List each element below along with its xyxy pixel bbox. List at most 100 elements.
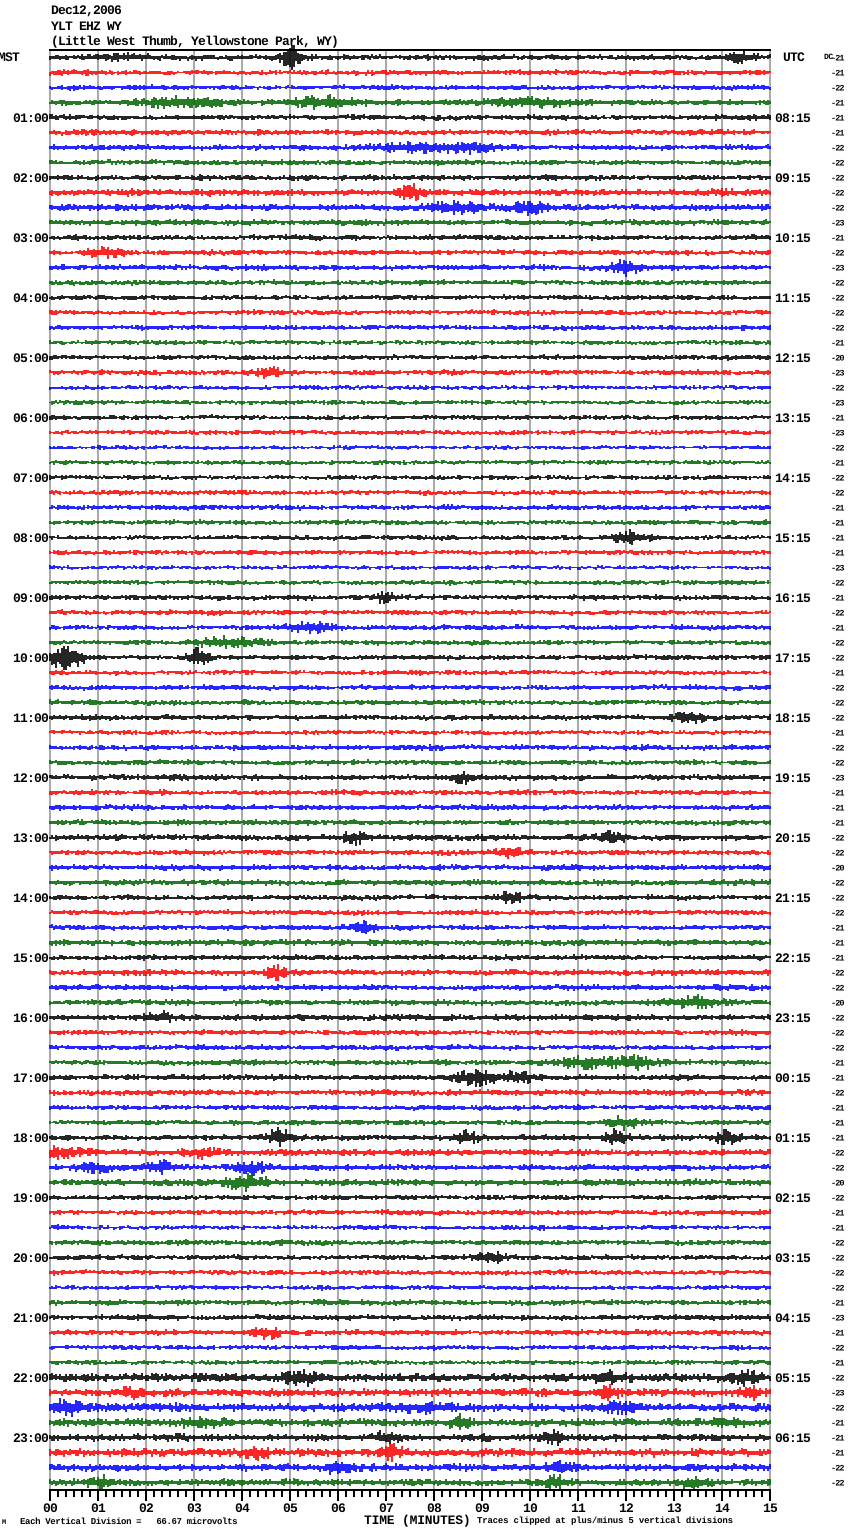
svg-text:-22: -22: [831, 204, 844, 214]
svg-text:-21: -21: [831, 114, 844, 124]
svg-text:03:15: 03:15: [775, 1251, 811, 1266]
svg-text:08:00: 08:00: [13, 531, 49, 546]
svg-text:-21: -21: [831, 99, 844, 109]
svg-text:09:00: 09:00: [13, 591, 49, 606]
svg-text:-21: -21: [831, 1434, 844, 1444]
svg-text:-21: -21: [831, 69, 844, 79]
svg-text:14:15: 14:15: [775, 471, 811, 486]
svg-text:-22: -22: [831, 1404, 844, 1414]
svg-text:Dec12,2006: Dec12,2006: [51, 3, 122, 18]
svg-text:-23: -23: [831, 369, 844, 379]
svg-text:-23: -23: [831, 564, 844, 574]
svg-text:-22: -22: [831, 609, 844, 619]
svg-text:14:00: 14:00: [13, 891, 49, 906]
svg-text:-21: -21: [831, 669, 844, 679]
svg-text:-22: -22: [831, 654, 844, 664]
svg-text:06:00: 06:00: [13, 411, 49, 426]
svg-text:-22: -22: [831, 294, 844, 304]
svg-text:-22: -22: [831, 444, 844, 454]
svg-text:-21: -21: [831, 519, 844, 529]
svg-text:07: 07: [379, 1501, 393, 1516]
svg-text:12: 12: [619, 1501, 634, 1516]
svg-text:-22: -22: [831, 834, 844, 844]
svg-text:19:00: 19:00: [13, 1191, 49, 1206]
svg-text:-22: -22: [831, 1014, 844, 1024]
svg-text:-22: -22: [831, 159, 844, 169]
svg-text:-22: -22: [831, 1149, 844, 1159]
svg-text:-22: -22: [831, 1344, 844, 1354]
svg-text:-22: -22: [831, 1239, 844, 1249]
svg-text:04: 04: [235, 1501, 250, 1516]
svg-text:03:00: 03:00: [13, 231, 49, 246]
svg-text:-21: -21: [831, 939, 844, 949]
svg-text:-21: -21: [831, 954, 844, 964]
svg-text:04:00: 04:00: [13, 291, 49, 306]
svg-text:15:15: 15:15: [775, 531, 811, 546]
svg-text:-21: -21: [831, 729, 844, 739]
svg-text:-22: -22: [831, 144, 844, 154]
svg-text:16:15: 16:15: [775, 591, 811, 606]
svg-text:-21: -21: [831, 624, 844, 634]
svg-text:13:15: 13:15: [775, 411, 811, 426]
svg-text:-21: -21: [831, 924, 844, 934]
svg-text:08: 08: [427, 1501, 442, 1516]
svg-text:-21: -21: [831, 534, 844, 544]
svg-text:-22: -22: [831, 84, 844, 94]
svg-text:-22: -22: [831, 249, 844, 259]
svg-text:-21: -21: [831, 1119, 844, 1129]
svg-text:17:15: 17:15: [775, 651, 811, 666]
svg-text:19:15: 19:15: [775, 771, 811, 786]
svg-text:11:00: 11:00: [13, 711, 49, 726]
svg-text:-21: -21: [831, 129, 844, 139]
svg-text:-22: -22: [831, 684, 844, 694]
svg-text:10:15: 10:15: [775, 231, 811, 246]
svg-text:-22: -22: [831, 1164, 844, 1174]
svg-text:-22: -22: [831, 1254, 844, 1264]
svg-text:00: 00: [43, 1501, 58, 1516]
svg-text:-21: -21: [831, 504, 844, 514]
svg-text:11: 11: [571, 1501, 586, 1516]
svg-text:09: 09: [475, 1501, 490, 1516]
svg-text:20:00: 20:00: [13, 1251, 49, 1266]
svg-text:-23: -23: [831, 264, 844, 274]
svg-text:01:15: 01:15: [775, 1131, 811, 1146]
svg-text:16:00: 16:00: [13, 1011, 49, 1026]
svg-text:04:15: 04:15: [775, 1311, 811, 1326]
svg-text:08:15: 08:15: [775, 111, 811, 126]
svg-text:-23: -23: [831, 429, 844, 439]
svg-text:12:15: 12:15: [775, 351, 811, 366]
svg-text:12:00: 12:00: [13, 771, 49, 786]
svg-text:-21: -21: [831, 459, 844, 469]
svg-text:06:15: 06:15: [775, 1431, 811, 1446]
svg-text:14: 14: [715, 1501, 730, 1516]
svg-text:05:00: 05:00: [13, 351, 49, 366]
svg-text:-22: -22: [831, 699, 844, 709]
svg-text:13:00: 13:00: [13, 831, 49, 846]
svg-text:20:15: 20:15: [775, 831, 811, 846]
svg-text:-21: -21: [831, 1104, 844, 1114]
svg-text:06: 06: [331, 1501, 346, 1516]
svg-text:-21: -21: [831, 1224, 844, 1234]
svg-text:02:15: 02:15: [775, 1191, 811, 1206]
svg-text:-20: -20: [831, 354, 844, 364]
svg-text:-22: -22: [831, 909, 844, 919]
svg-text:-22: -22: [831, 1479, 844, 1489]
svg-text:-22: -22: [831, 174, 844, 184]
svg-text:-21: -21: [831, 804, 844, 814]
svg-text:-21: -21: [831, 819, 844, 829]
svg-text:-22: -22: [831, 489, 844, 499]
svg-text:Each Vertical Division = 66.: Each Vertical Division = 66.67 microvolt…: [20, 1517, 237, 1527]
svg-text:-22: -22: [831, 279, 844, 289]
svg-text:-21: -21: [831, 1074, 844, 1084]
svg-text:-21: -21: [831, 1209, 844, 1219]
svg-text:MST: MST: [0, 50, 20, 65]
svg-text:18:15: 18:15: [775, 711, 811, 726]
svg-text:09:15: 09:15: [775, 171, 811, 186]
svg-text:DC: DC: [824, 53, 833, 62]
svg-text:-23: -23: [831, 219, 844, 229]
svg-text:UTC: UTC: [783, 50, 805, 65]
svg-text:10: 10: [523, 1501, 538, 1516]
svg-text:-22: -22: [831, 1284, 844, 1294]
svg-text:03: 03: [187, 1501, 202, 1516]
svg-text:-23: -23: [831, 1389, 844, 1399]
